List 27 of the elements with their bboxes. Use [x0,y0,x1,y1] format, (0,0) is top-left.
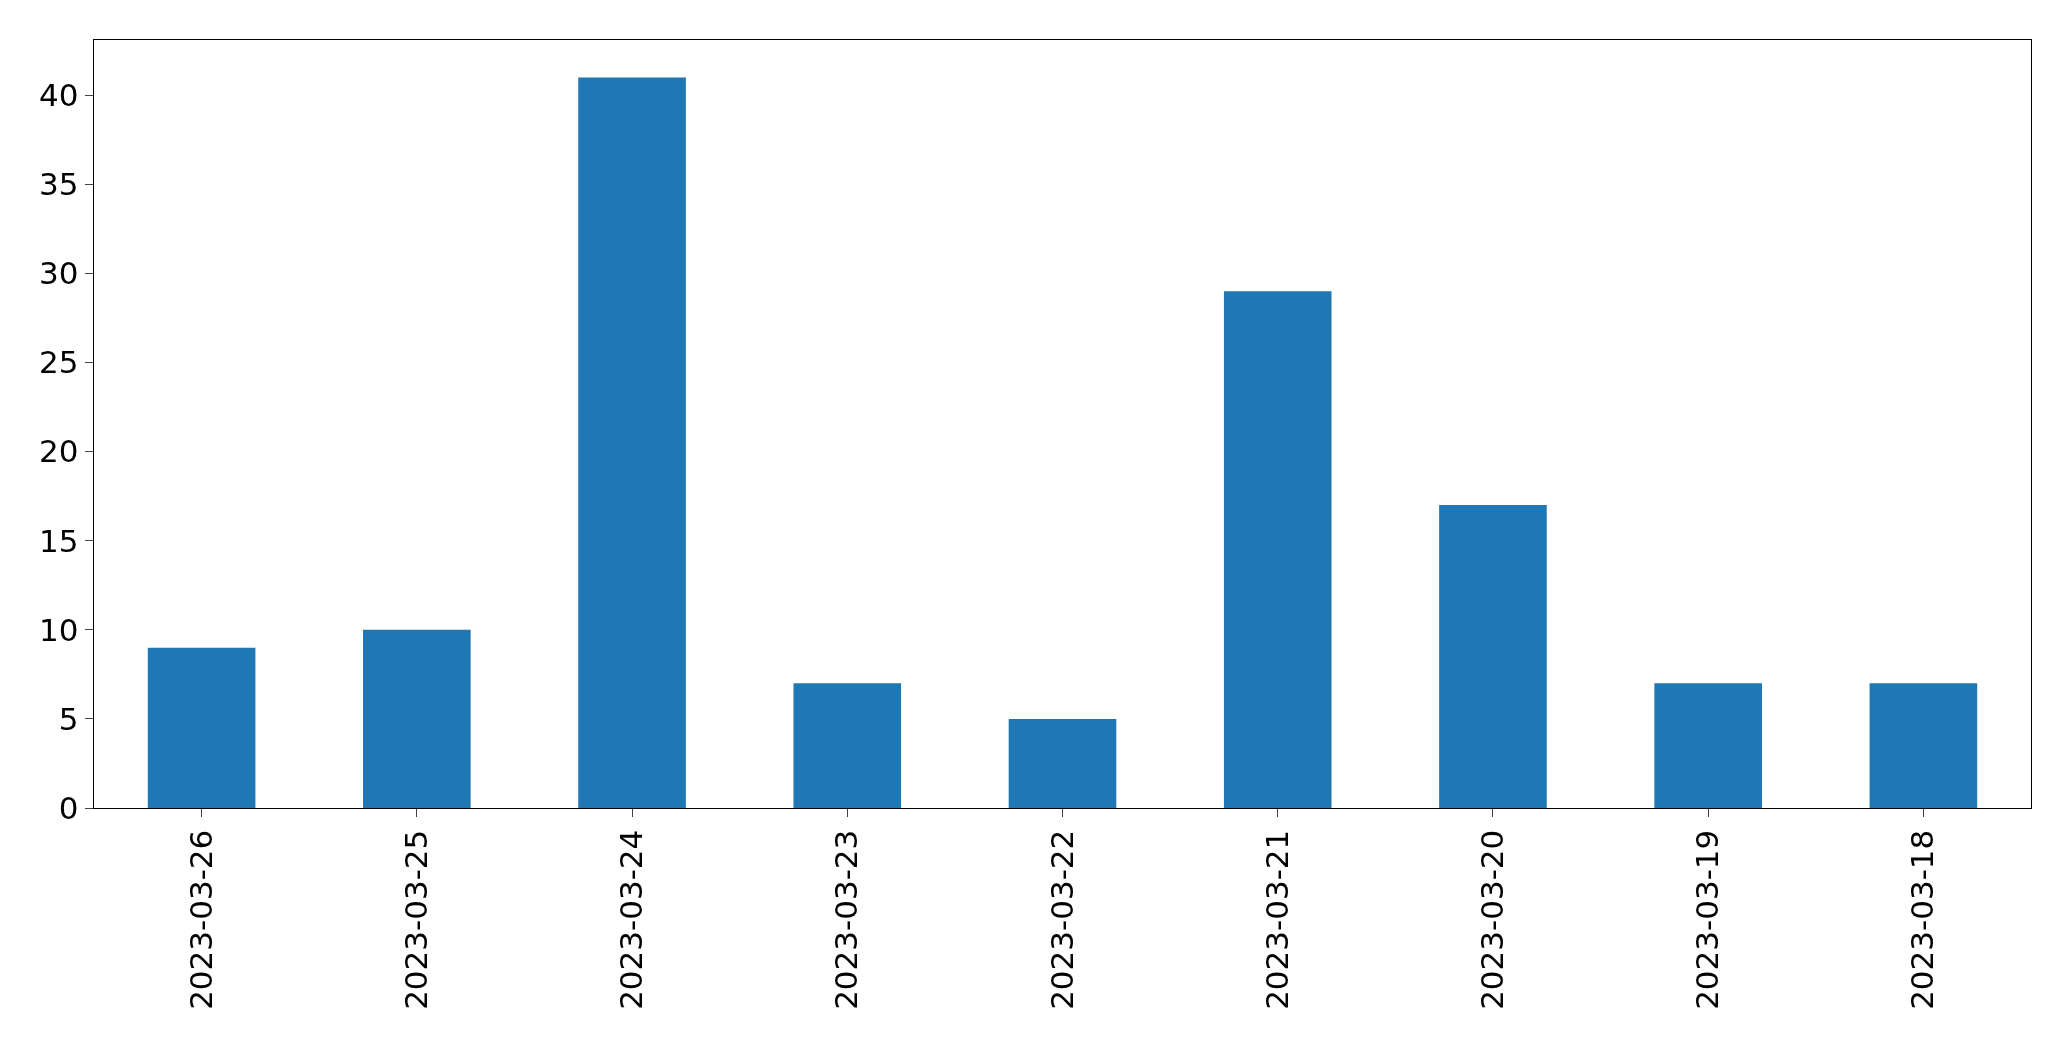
y-tick-label: 35 [39,166,79,203]
bar [1654,683,1762,808]
y-tick-label: 25 [39,344,79,381]
y-tick-label: 10 [39,611,79,648]
x-tick-label: 2023-03-18 [1904,829,1941,1010]
y-tick-label: 30 [39,255,79,292]
y-tick-label: 0 [58,789,79,826]
x-tick-label: 2023-03-19 [1689,829,1726,1010]
x-tick-label: 2023-03-23 [828,829,865,1010]
x-tick-label: 2023-03-24 [613,829,650,1010]
bar [363,629,471,808]
x-tick-label: 2023-03-25 [397,829,434,1010]
bar [578,77,686,808]
bar [1869,683,1978,808]
bar [793,683,902,808]
x-tick-label: 2023-03-20 [1474,829,1511,1010]
bar [1008,718,1117,808]
bar [147,647,256,808]
x-tick-label: 2023-03-22 [1043,829,1080,1010]
bar [1439,505,1547,808]
y-tick-label: 20 [39,433,79,470]
x-tick-label: 2023-03-21 [1258,829,1295,1010]
y-tick-label: 15 [39,522,79,559]
x-tick-label: 2023-03-26 [182,829,219,1010]
y-tick-label: 40 [39,77,79,114]
y-tick-label: 5 [58,700,79,737]
bar [1223,291,1332,808]
